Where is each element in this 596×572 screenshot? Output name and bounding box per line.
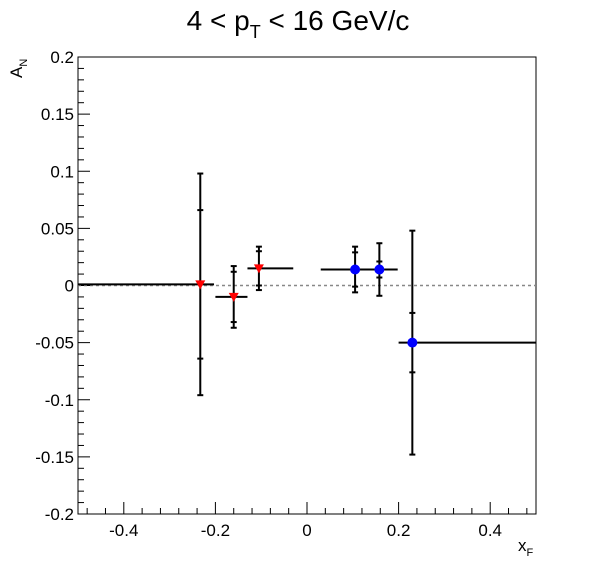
y-tick-label: 0.1	[50, 162, 74, 181]
point-marker	[253, 264, 264, 274]
y-axis-ticks: -0.2 -0.15 -0.1 -0.05 0 0.05 0.1 0.15 0.2	[35, 48, 90, 524]
y-tick-label: 0.05	[41, 219, 74, 238]
svg-text:AN: AN	[7, 59, 30, 78]
point-marker	[407, 337, 418, 348]
data-point	[365, 242, 398, 297]
x-tick-label: 0.2	[387, 521, 411, 540]
point-marker	[228, 292, 239, 302]
y-tick-label: 0.2	[50, 48, 74, 67]
x-tick-label: -0.2	[201, 521, 230, 540]
y-axis-title: AN	[7, 59, 30, 78]
x-tick-label: 0	[302, 521, 311, 540]
data-point	[215, 265, 248, 329]
data-series	[78, 172, 536, 456]
y-tick-label: -0.15	[35, 448, 74, 467]
point-marker	[195, 280, 206, 290]
point-marker	[350, 264, 361, 275]
data-point	[247, 245, 294, 292]
series-red-triangles	[78, 172, 294, 397]
svg-text:xF: xF	[518, 536, 534, 559]
x-axis-title: xF	[518, 536, 534, 559]
x-tick-label: -0.4	[109, 521, 138, 540]
chart-title-subscript: T	[250, 22, 261, 42]
data-point	[78, 172, 215, 397]
chart-title-text: 4 < pT < 16 GeV/c	[187, 5, 410, 42]
point-marker	[374, 264, 385, 275]
data-point	[398, 229, 536, 456]
x-tick-label: 0.4	[478, 521, 502, 540]
chart-title: 4 < pT < 16 GeV/c	[187, 5, 410, 42]
data-point	[320, 245, 378, 294]
y-tick-label: 0.15	[41, 105, 74, 124]
y-tick-label: -0.1	[45, 391, 74, 410]
y-tick-label: -0.05	[35, 334, 74, 353]
x-axis-ticks: -0.4 -0.2 0 0.2 0.4	[86, 502, 528, 540]
y-tick-label: 0	[65, 277, 74, 296]
series-blue-circles	[320, 229, 536, 456]
y-tick-label: -0.2	[45, 505, 74, 524]
